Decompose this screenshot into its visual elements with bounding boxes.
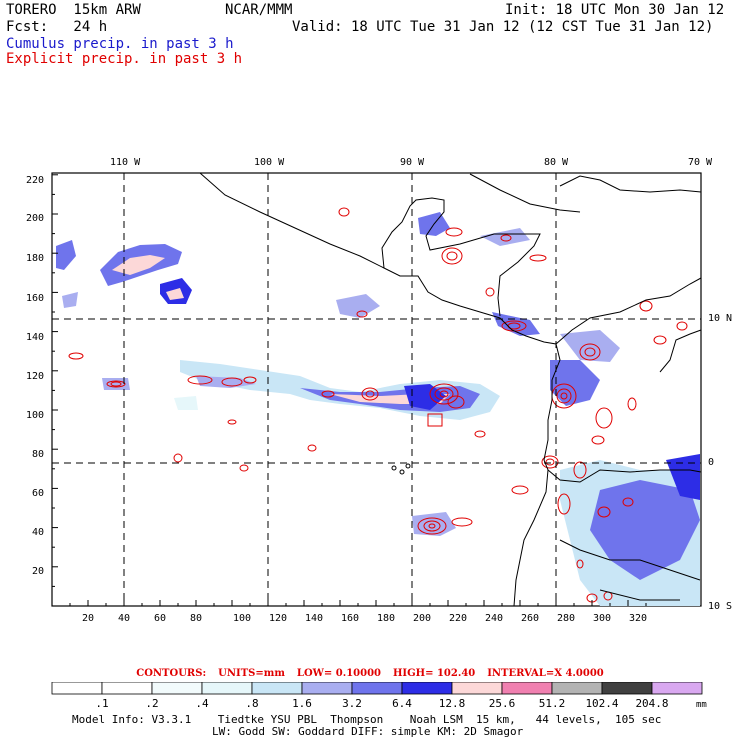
x-tick-label: 60 [154, 613, 167, 624]
lon-label: 90 W [400, 157, 425, 168]
colorbar-swatch [651, 682, 703, 695]
x-tick-label: 80 [190, 613, 203, 624]
y-tick-label: 40 [32, 527, 45, 538]
lon-label: 100 W [254, 157, 285, 168]
cumulus-precip [56, 212, 700, 606]
y-tick-marks [52, 174, 58, 607]
colorbar-label: .1 [95, 697, 109, 710]
y-tick-label: 160 [26, 293, 45, 304]
contour-low: LOW= 0.10000 [296, 668, 381, 679]
contour-high: HIGH= 102.40 [392, 668, 476, 679]
x-tick-label: 260 [521, 613, 540, 624]
x-tick-marks [51, 600, 647, 606]
contour-units: UNITS=mm [218, 668, 285, 679]
x-tick-label: 120 [269, 613, 288, 624]
lat-label: 10 N [708, 313, 733, 324]
colorbar-label: 1.6 [292, 697, 312, 710]
field-explicit-label: Explicit precip. in past 3 h [6, 51, 243, 67]
lat-label: 0 [708, 457, 715, 468]
coastlines [199, 172, 702, 607]
colorbar-swatch [51, 682, 103, 695]
colorbar-label: 204.8 [635, 697, 669, 710]
lon-label: 70 W [688, 157, 713, 168]
x-tick-label: 180 [377, 613, 396, 624]
colorbar-swatch [351, 682, 403, 695]
colorbar [51, 682, 703, 695]
x-tick-label: 40 [118, 613, 131, 624]
x-tick-label: 200 [413, 613, 432, 624]
y-tick-label: 100 [26, 410, 45, 421]
latlon-grid [52, 173, 701, 606]
org-label: NCAR/MMM [225, 2, 293, 18]
field-cumulus-label: Cumulus precip. in past 3 h [6, 36, 234, 52]
colorbar-swatch [101, 682, 153, 695]
valid-time: Valid: 18 UTC Tue 31 Jan 12 (12 CST Tue … [292, 19, 714, 35]
lon-label: 80 W [544, 157, 569, 168]
y-tick-label: 180 [26, 253, 45, 264]
colorbar-swatch [401, 682, 453, 695]
x-tick-label: 140 [305, 613, 324, 624]
colorbar-label: .4 [195, 697, 209, 710]
y-tick-label: 20 [32, 566, 45, 577]
y-tick-label: 140 [26, 332, 45, 343]
x-tick-label: 300 [593, 613, 612, 624]
lon-label: 110 W [110, 157, 141, 168]
y-tick-label: 120 [26, 371, 45, 382]
x-tick-label: 320 [629, 613, 648, 624]
explicit-precip-contours [68, 207, 688, 603]
x-tick-label: 20 [82, 613, 95, 624]
x-tick-label: 160 [341, 613, 360, 624]
colorbar-swatch [301, 682, 353, 695]
colorbar-swatch [251, 682, 303, 695]
colorbar-label: 51.2 [538, 697, 566, 710]
colorbar-label: .8 [245, 697, 259, 710]
lat-label: 10 S [708, 601, 733, 612]
colorbar-label: 12.8 [438, 697, 466, 710]
colorbar-label: 3.2 [342, 697, 362, 710]
x-tick-label: 220 [449, 613, 468, 624]
model-info: Model Info: V3.3.1 Tiedtke YSU PBL Thomp… [72, 713, 662, 726]
colorbar-swatch [551, 682, 603, 695]
colorbar-label: 6.4 [392, 697, 412, 710]
colorbar-label: 102.4 [585, 697, 619, 710]
contour-label: CONTOURS: [136, 668, 207, 679]
colorbar-swatch [151, 682, 203, 695]
x-tick-label: 100 [233, 613, 252, 624]
forecast-hour: Fcst: 24 h [6, 19, 108, 35]
y-tick-label: 220 [26, 175, 45, 186]
colorbar-label: 25.6 [488, 697, 516, 710]
contour-interval: INTERVAL=X 4.0000 [487, 668, 604, 679]
x-tick-label: 280 [557, 613, 576, 624]
colorbar-unit: mm [696, 700, 707, 710]
model-physics: LW: Godd SW: Goddard DIFF: simple KM: 2D… [212, 725, 524, 738]
colorbar-swatch [601, 682, 653, 695]
init-time: Init: 18 UTC Mon 30 Jan 12 [505, 2, 725, 18]
colorbar-swatch [501, 682, 553, 695]
contour-info: CONTOURS: UNITS=mm LOW= 0.10000 HIGH= 102.4… [0, 668, 740, 679]
colorbar-label: .2 [145, 697, 159, 710]
y-tick-label: 200 [26, 213, 45, 224]
y-tick-label: 80 [32, 449, 45, 460]
y-tick-label: 60 [32, 488, 45, 499]
colorbar-swatch [201, 682, 253, 695]
model-title: TORERO 15km ARW [6, 2, 141, 18]
colorbar-swatch [451, 682, 503, 695]
x-tick-label: 240 [485, 613, 504, 624]
